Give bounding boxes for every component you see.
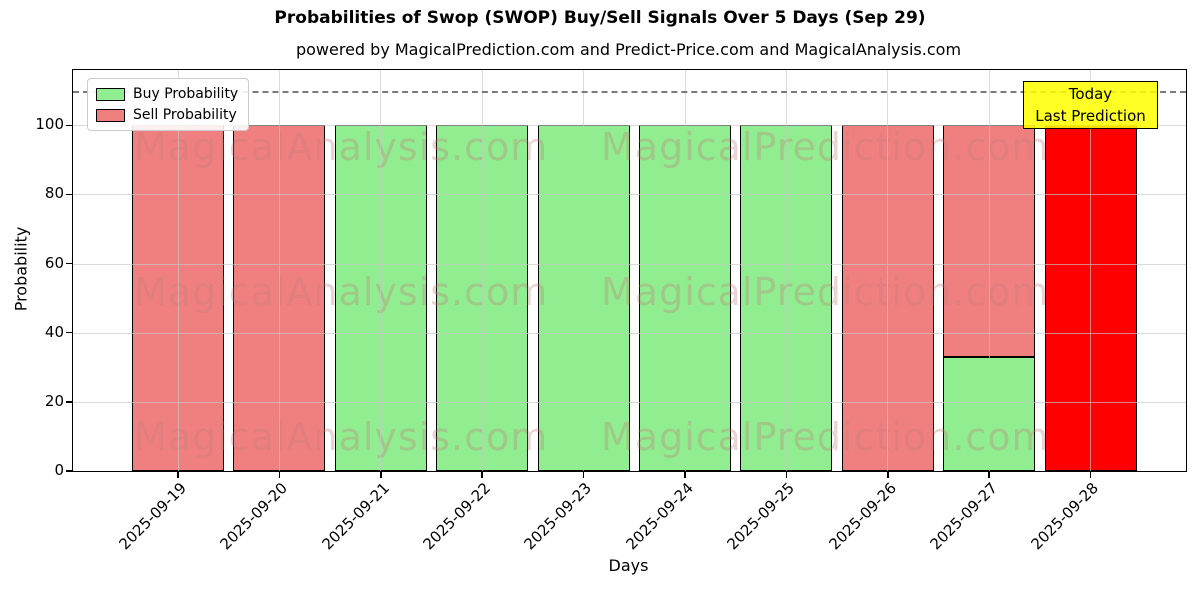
gridline-vertical <box>887 70 889 471</box>
legend-label: Sell Probability <box>133 107 237 123</box>
gridline-horizontal <box>73 332 1186 334</box>
y-tick-labels: 0 20 40 60 80 100 <box>0 69 64 479</box>
legend: Buy Probability Sell Probability <box>87 78 250 131</box>
legend-swatch <box>96 108 125 122</box>
gridline-vertical <box>380 70 382 471</box>
watermark-text: MagicalPrediction.com <box>601 125 1050 169</box>
x-tick-mark <box>380 471 382 478</box>
x-tick-label-text: 2025-09-22 <box>419 479 494 554</box>
page-title: Probabilities of Swop (SWOP) Buy/Sell Si… <box>274 8 926 28</box>
gridline-vertical <box>785 70 787 471</box>
gridline-horizontal <box>73 125 1186 127</box>
x-tick-mark <box>278 471 281 478</box>
gridline-horizontal <box>73 401 1186 403</box>
today-annotation-line2: Last Prediction <box>1035 107 1146 125</box>
y-tick-label: 100 <box>35 115 64 134</box>
legend-item: Buy Probability <box>96 86 238 102</box>
x-tick-mark <box>785 471 788 478</box>
x-tick-mark <box>988 471 990 478</box>
plot-canvas: MagicalAnalysis.com MagicalPrediction.com… <box>73 70 1186 471</box>
gridline-vertical <box>988 70 990 471</box>
y-tick-mark <box>66 470 73 472</box>
x-tick-mark <box>1089 471 1092 478</box>
y-tick-label: 0 <box>54 461 64 479</box>
x-tick-label-text: 2025-09-21 <box>318 479 393 554</box>
x-axis-label: Days <box>608 556 649 575</box>
y-tick-mark <box>66 124 73 127</box>
today-annotation: Today Last Prediction <box>1023 81 1158 129</box>
y-tick-label: 80 <box>44 184 64 203</box>
x-tick-mark <box>177 471 179 478</box>
x-tick-mark <box>887 471 889 478</box>
gridline-vertical <box>481 70 483 471</box>
gridline-horizontal <box>73 194 1186 196</box>
gridline-vertical <box>1090 70 1092 471</box>
y-tick-mark <box>66 193 73 196</box>
watermark-text: MagicalPrediction.com <box>601 415 1050 459</box>
y-tick-label: 20 <box>44 391 64 410</box>
x-tick-label-text: 2025-09-26 <box>825 479 900 554</box>
x-tick-label-text: 2025-09-23 <box>520 479 596 554</box>
x-tick-label-text: 2025-09-27 <box>926 479 1001 554</box>
y-tick-mark <box>66 262 73 265</box>
x-tick-mark <box>582 471 585 478</box>
x-tick-mark <box>684 471 686 478</box>
x-tick-labels: 2025-09-19 2025-09-20 2025-09-21 2025-09-22… <box>72 479 1185 569</box>
x-tick-label-text: 2025-09-20 <box>216 479 292 554</box>
gridline-vertical <box>684 70 686 471</box>
x-tick-label-text: 2025-09-25 <box>723 479 799 554</box>
x-tick-label-text: 2025-09-24 <box>622 479 697 554</box>
y-tick-label: 60 <box>44 253 64 272</box>
dashed-threshold-line <box>73 90 1186 93</box>
watermark-text: MagicalAnalysis.com <box>134 415 549 459</box>
x-tick-mark <box>481 471 483 478</box>
watermark-text: MagicalAnalysis.com <box>134 125 549 169</box>
gridline-vertical <box>177 70 179 471</box>
legend-item: Sell Probability <box>96 107 238 123</box>
plot-area: MagicalAnalysis.com MagicalPrediction.com… <box>66 69 1187 478</box>
x-tick-label-text: 2025-09-19 <box>115 479 190 554</box>
y-tick-mark <box>66 401 73 403</box>
gridline-vertical <box>583 70 585 471</box>
gridline-vertical <box>278 70 280 471</box>
x-tick-label-text: 2025-09-28 <box>1027 479 1103 554</box>
y-tick-label: 40 <box>44 322 64 341</box>
y-tick-mark <box>66 331 73 334</box>
watermark-text: MagicalAnalysis.com <box>134 270 549 314</box>
watermark-text: MagicalPrediction.com <box>601 270 1050 314</box>
legend-label: Buy Probability <box>133 86 239 102</box>
legend-swatch <box>96 87 125 101</box>
page-subtitle: powered by MagicalPrediction.com and Pre… <box>295 40 962 59</box>
gridline-horizontal <box>73 263 1186 265</box>
today-annotation-line1: Today <box>1068 85 1113 103</box>
